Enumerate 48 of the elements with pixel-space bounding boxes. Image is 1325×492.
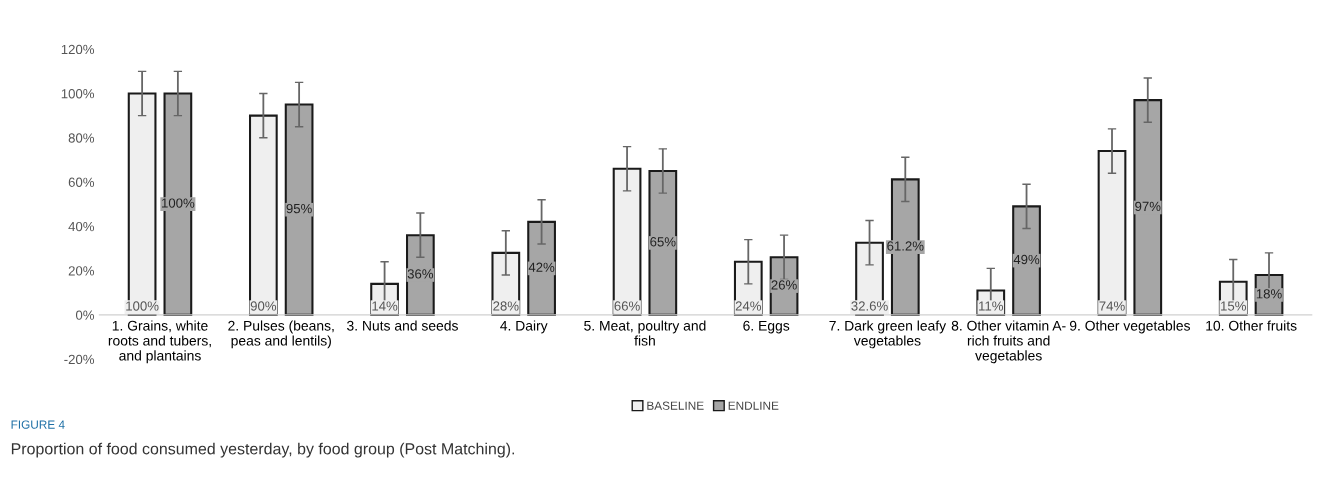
data-label: 42% <box>528 262 555 272</box>
data-label: 24% <box>735 301 762 311</box>
y-tick-label: 80% <box>68 133 95 143</box>
y-tick-label: 100% <box>61 89 95 99</box>
data-label: 49% <box>1013 254 1040 265</box>
x-tick-label: 9. Other vegetables <box>1069 320 1190 334</box>
y-tick-label: 60% <box>68 177 95 187</box>
data-label: 95% <box>286 203 312 214</box>
x-tick-label: 6. Eggs <box>743 320 790 334</box>
bar <box>163 92 193 316</box>
text: Proportion of food consumed yesterday, by food group (Post Matching). <box>11 442 515 458</box>
data-label: 32.6% <box>851 301 888 311</box>
data-label: 36% <box>407 269 434 279</box>
y-tick-label: 0% <box>75 310 95 320</box>
x-tick-label: 10. Other fruits <box>1206 320 1297 331</box>
bar <box>648 169 678 316</box>
y-tick-label: -20% <box>64 354 95 365</box>
x-tick-label: 1. Grains, white roots and tubers, and plantains <box>108 320 211 364</box>
bar <box>284 103 314 316</box>
x-tick-label: 2. Pulses (beans, peas and lentils) <box>228 320 334 349</box>
data-label: 97% <box>1135 201 1161 212</box>
legend-label: BASELINE <box>647 401 704 410</box>
legend-label: ENDLINE <box>728 401 779 410</box>
y-tick-label: 20% <box>68 266 95 276</box>
caption: FIGURE 4 <box>11 420 65 429</box>
data-label: 61.2% <box>887 241 924 251</box>
x-tick-label: 5. Meat, poultry and fish <box>584 320 706 346</box>
x-tick-label: 8. Other vitamin A- rich fruits and vegetables <box>951 320 1066 364</box>
data-label: 14% <box>372 301 398 311</box>
bar <box>1133 99 1163 316</box>
data-label: 100% <box>162 198 195 208</box>
data-label: 65% <box>650 237 676 247</box>
data-label: 26% <box>771 280 797 290</box>
bar <box>1012 205 1041 316</box>
data-label: 11% <box>979 301 1004 311</box>
data-label: 18% <box>1256 289 1282 299</box>
data-label: 66% <box>614 301 640 311</box>
bar <box>248 114 278 316</box>
data-label: 90% <box>250 301 277 311</box>
y-tick-label: 40% <box>68 221 95 232</box>
data-label: 28% <box>493 301 519 311</box>
x-tick-label: 3. Nuts and seeds <box>347 320 458 331</box>
data-label: 100% <box>126 301 159 311</box>
data-label: 74% <box>1099 301 1125 311</box>
y-tick-label: 120% <box>61 44 95 55</box>
x-tick-label: 7. Dark green leafy vegetables <box>829 320 947 349</box>
x-tick-label: 4. Dairy <box>500 320 548 334</box>
data-label: 15% <box>1221 301 1246 311</box>
